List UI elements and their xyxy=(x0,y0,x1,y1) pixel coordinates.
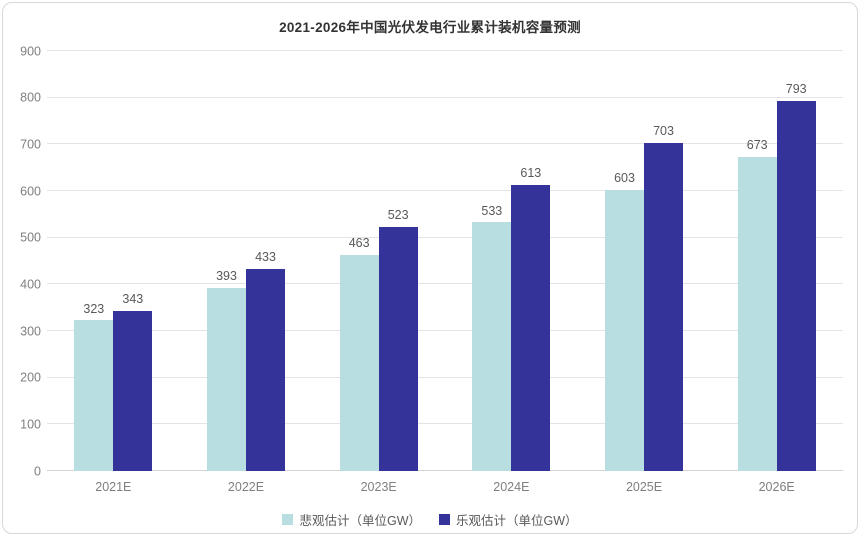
legend-swatch-icon xyxy=(439,514,450,525)
bar xyxy=(776,100,816,471)
y-axis-tick-label: 300 xyxy=(20,323,41,338)
y-axis-tick-label: 500 xyxy=(20,230,41,245)
legend-label: 乐观估计（单位GW） xyxy=(456,514,578,528)
x-axis-category-label: 2023E xyxy=(360,480,397,494)
bar xyxy=(113,310,153,471)
gridline xyxy=(47,330,843,332)
bar-value-label: 323 xyxy=(83,301,105,316)
bar-group: 533 613 xyxy=(445,51,578,471)
gridline xyxy=(47,423,843,425)
bar-column: 703 xyxy=(644,51,684,471)
gridline xyxy=(47,96,843,98)
plot-area: 323 343 393 433 463 523 533 613 603 703 673 793 xyxy=(47,50,843,471)
x-axis-category-label: 2024E xyxy=(493,480,530,494)
bar-column: 463 xyxy=(339,51,379,471)
x-axis-category-label: 2025E xyxy=(625,480,663,494)
bar-column: 613 xyxy=(511,51,551,471)
bar-column: 673 xyxy=(737,51,777,471)
bar-column: 343 xyxy=(113,51,153,471)
bar-group: 673 793 xyxy=(710,51,843,471)
bar-value-label: 433 xyxy=(255,250,276,265)
y-axis-tick-label: 100 xyxy=(20,417,41,432)
bar xyxy=(737,156,777,471)
y-axis-tick-label: 800 xyxy=(20,90,41,105)
gridline xyxy=(47,143,843,145)
bar xyxy=(472,222,512,471)
x-axis-category-label: 2026E xyxy=(758,480,795,494)
y-axis-tick-label: 700 xyxy=(20,137,41,152)
bar-column: 603 xyxy=(605,51,645,471)
bar-column: 523 xyxy=(378,51,418,471)
bar-value-label: 463 xyxy=(348,236,370,251)
bar xyxy=(339,254,379,471)
bar-group: 603 703 xyxy=(578,51,711,471)
bar-group: 393 433 xyxy=(180,51,313,471)
bar-value-label: 393 xyxy=(216,269,237,284)
gridline xyxy=(47,236,843,238)
bar-value-label: 523 xyxy=(387,208,409,223)
bar-value-label: 533 xyxy=(481,203,503,218)
bar-value-label: 703 xyxy=(653,124,674,139)
bar-column: 533 xyxy=(472,51,512,471)
x-axis-category-label: 2022E xyxy=(227,480,265,494)
bar xyxy=(644,142,684,471)
y-axis-tick-label: 200 xyxy=(20,370,41,385)
bar-group: 323 343 xyxy=(47,51,180,471)
bar-value-label: 613 xyxy=(520,166,542,181)
bar-chart: 0 100 200 300 400 500 600 700 800 900 323 343 393 43… xyxy=(15,45,843,494)
y-axis-tick-label: 600 xyxy=(20,183,41,198)
bar xyxy=(207,287,246,471)
x-axis: 2021E 2022E 2023E 2024E 2025E 2026E xyxy=(47,471,843,494)
x-axis-baseline xyxy=(47,470,843,471)
legend-item: 悲观估计（单位GW） xyxy=(282,510,421,529)
bar-column: 793 xyxy=(776,51,816,471)
bar-value-label: 673 xyxy=(746,138,768,153)
legend-swatch-icon xyxy=(282,514,294,525)
legend: 悲观估计（单位GW） 乐观估计（单位GW） xyxy=(3,510,857,529)
gridline xyxy=(47,50,843,51)
bar xyxy=(511,184,551,471)
chart-title: 2021-2026年中国光伏发电行业累计装机容量预测 xyxy=(279,20,581,35)
bar-value-label: 343 xyxy=(122,292,144,307)
y-axis-tick-label: 0 xyxy=(34,463,41,478)
y-axis: 0 100 200 300 400 500 600 700 800 900 xyxy=(15,45,47,477)
bar-column: 393 xyxy=(207,51,246,471)
y-axis-tick-label: 400 xyxy=(20,277,41,292)
bar-column: 323 xyxy=(74,51,114,471)
gridline xyxy=(47,190,843,192)
bar-value-label: 603 xyxy=(614,171,635,186)
gridline xyxy=(47,376,843,378)
legend-item: 乐观估计（单位GW） xyxy=(439,510,578,529)
legend-label: 悲观估计（单位GW） xyxy=(299,514,421,528)
gridline xyxy=(47,283,843,285)
bar xyxy=(605,189,645,471)
bar-column: 433 xyxy=(246,51,285,471)
bar-group: 463 523 xyxy=(312,51,445,471)
x-axis-category-label: 2021E xyxy=(95,480,132,494)
bar xyxy=(74,320,114,471)
y-axis-tick-label: 900 xyxy=(20,43,41,58)
bar xyxy=(378,226,418,471)
plot-groups: 323 343 393 433 463 523 533 613 603 703 673 793 xyxy=(47,51,843,471)
bar xyxy=(246,268,285,471)
bar-value-label: 793 xyxy=(785,82,807,97)
